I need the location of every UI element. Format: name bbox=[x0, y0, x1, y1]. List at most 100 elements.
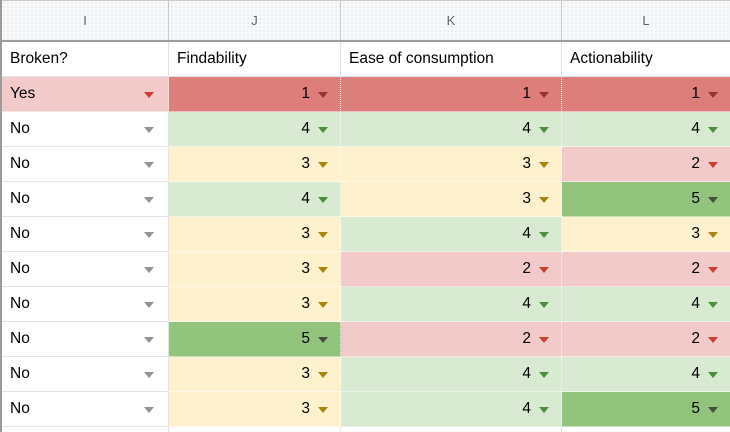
dropdown-cell-findability[interactable]: 5 bbox=[169, 322, 341, 357]
dropdown-cell-actionability[interactable]: 2 bbox=[562, 252, 730, 287]
dropdown-arrow-icon bbox=[539, 267, 549, 273]
dropdown-cell-actionability[interactable]: 3 bbox=[562, 217, 730, 252]
column-header-l[interactable]: L bbox=[642, 13, 650, 28]
dropdown-cell-ease-of-consumption[interactable]: 2 bbox=[341, 322, 562, 357]
cell-value: 2 bbox=[691, 260, 700, 277]
dropdown-cell-broken[interactable]: No bbox=[2, 287, 169, 322]
dropdown-cell-actionability[interactable]: 5 bbox=[562, 392, 730, 427]
dropdown-cell-broken[interactable]: No bbox=[2, 182, 169, 217]
dropdown-cell-actionability[interactable]: 2 bbox=[562, 322, 730, 357]
dropdown-arrow-icon bbox=[144, 197, 154, 203]
cell-value: 3 bbox=[522, 155, 531, 172]
dropdown-cell-ease-of-consumption[interactable]: 3 bbox=[341, 182, 562, 217]
dropdown-cell-broken[interactable]: No bbox=[2, 392, 169, 427]
dropdown-cell-actionability[interactable]: 4 bbox=[562, 287, 730, 322]
cell-value: 3 bbox=[301, 225, 310, 242]
table-row: No 3 4 4 bbox=[2, 357, 730, 392]
cell-value: 4 bbox=[691, 365, 700, 382]
dropdown-cell-findability[interactable]: 1 bbox=[169, 77, 341, 112]
dropdown-cell-ease-of-consumption[interactable]: 4 bbox=[341, 357, 562, 392]
dropdown-cell-actionability[interactable]: 2 bbox=[562, 147, 730, 182]
dropdown-cell-ease-of-consumption[interactable]: 4 bbox=[341, 287, 562, 322]
cell-value: 4 bbox=[301, 120, 310, 137]
dropdown-cell-findability[interactable]: 3 bbox=[169, 287, 341, 322]
dropdown-cell-broken[interactable]: No bbox=[2, 217, 169, 252]
dropdown-arrow-icon bbox=[318, 92, 328, 98]
dropdown-cell-broken[interactable]: No bbox=[2, 112, 169, 147]
dropdown-cell-actionability[interactable]: 5 bbox=[562, 182, 730, 217]
table-row: No 5 2 2 bbox=[2, 322, 730, 357]
dropdown-arrow-icon bbox=[539, 127, 549, 133]
dropdown-arrow-icon bbox=[539, 372, 549, 378]
dropdown-arrow-icon bbox=[144, 162, 154, 168]
dropdown-cell-ease-of-consumption[interactable]: 2 bbox=[341, 252, 562, 287]
cell-value: 3 bbox=[301, 400, 310, 417]
dropdown-arrow-icon bbox=[708, 232, 718, 238]
cell-value: No bbox=[10, 400, 30, 417]
dropdown-arrow-icon bbox=[539, 92, 549, 98]
header-cell-broken[interactable]: Broken? bbox=[2, 42, 169, 77]
cell-value: 2 bbox=[691, 330, 700, 347]
cell-value: 1 bbox=[301, 85, 310, 102]
partial-row bbox=[2, 427, 730, 432]
partial-cell bbox=[2, 427, 169, 432]
partial-cell bbox=[169, 427, 341, 432]
header-cell-ease-of-consumption[interactable]: Ease of consumption bbox=[341, 42, 562, 77]
dropdown-cell-ease-of-consumption[interactable]: 3 bbox=[341, 147, 562, 182]
dropdown-arrow-icon bbox=[318, 407, 328, 413]
dropdown-arrow-icon bbox=[708, 127, 718, 133]
table-row: No 3 4 3 bbox=[2, 217, 730, 252]
cell-value: 5 bbox=[691, 190, 700, 207]
column-header-k[interactable]: K bbox=[341, 1, 562, 40]
dropdown-cell-broken[interactable]: No bbox=[2, 357, 169, 392]
cell-value: 5 bbox=[301, 330, 310, 347]
column-header-j[interactable]: J bbox=[169, 1, 341, 40]
dropdown-arrow-icon bbox=[539, 302, 549, 308]
dropdown-cell-actionability[interactable]: 4 bbox=[562, 112, 730, 147]
dropdown-arrow-icon bbox=[539, 162, 549, 168]
dropdown-arrow-icon bbox=[708, 302, 718, 308]
dropdown-cell-broken[interactable]: Yes bbox=[2, 77, 169, 112]
dropdown-cell-ease-of-consumption[interactable]: 4 bbox=[341, 112, 562, 147]
cell-value: 3 bbox=[301, 295, 310, 312]
dropdown-cell-findability[interactable]: 4 bbox=[169, 112, 341, 147]
dropdown-arrow-icon bbox=[144, 92, 154, 98]
cell-value: No bbox=[10, 295, 30, 312]
cell-value: 3 bbox=[522, 190, 531, 207]
cell-value: No bbox=[10, 365, 30, 382]
dropdown-cell-findability[interactable]: 3 bbox=[169, 392, 341, 427]
dropdown-cell-broken[interactable]: No bbox=[2, 147, 169, 182]
dropdown-cell-ease-of-consumption[interactable]: 4 bbox=[341, 392, 562, 427]
cell-value: 3 bbox=[301, 365, 310, 382]
cell-value: No bbox=[10, 190, 30, 207]
dropdown-cell-findability[interactable]: 3 bbox=[169, 217, 341, 252]
cell-value: 3 bbox=[301, 155, 310, 172]
dropdown-cell-broken[interactable]: No bbox=[2, 252, 169, 287]
dropdown-arrow-icon bbox=[708, 337, 718, 343]
dropdown-cell-ease-of-consumption[interactable]: 1 bbox=[341, 77, 562, 112]
header-cell-findability[interactable]: Findability bbox=[169, 42, 341, 77]
cell-value: 4 bbox=[691, 120, 700, 137]
dropdown-cell-actionability[interactable]: 4 bbox=[562, 357, 730, 392]
dropdown-arrow-icon bbox=[708, 162, 718, 168]
cell-value: 2 bbox=[522, 260, 531, 277]
cell-value: 4 bbox=[301, 190, 310, 207]
dropdown-arrow-icon bbox=[708, 372, 718, 378]
cell-value: 4 bbox=[691, 295, 700, 312]
dropdown-cell-findability[interactable]: 3 bbox=[169, 147, 341, 182]
dropdown-cell-findability[interactable]: 4 bbox=[169, 182, 341, 217]
dropdown-arrow-icon bbox=[144, 372, 154, 378]
dropdown-cell-findability[interactable]: 3 bbox=[169, 357, 341, 392]
dropdown-cell-actionability[interactable]: 1 bbox=[562, 77, 730, 112]
table-row: No 3 4 5 bbox=[2, 392, 730, 427]
column-header-i[interactable]: I bbox=[2, 1, 169, 40]
dropdown-arrow-icon bbox=[144, 232, 154, 238]
dropdown-cell-findability[interactable]: 3 bbox=[169, 252, 341, 287]
dropdown-arrow-icon bbox=[318, 197, 328, 203]
cell-value: 3 bbox=[301, 260, 310, 277]
dropdown-arrow-icon bbox=[708, 92, 718, 98]
dropdown-cell-ease-of-consumption[interactable]: 4 bbox=[341, 217, 562, 252]
dropdown-cell-broken[interactable]: No bbox=[2, 322, 169, 357]
cell-value: 2 bbox=[522, 330, 531, 347]
header-cell-actionability[interactable]: Actionability bbox=[562, 42, 730, 77]
